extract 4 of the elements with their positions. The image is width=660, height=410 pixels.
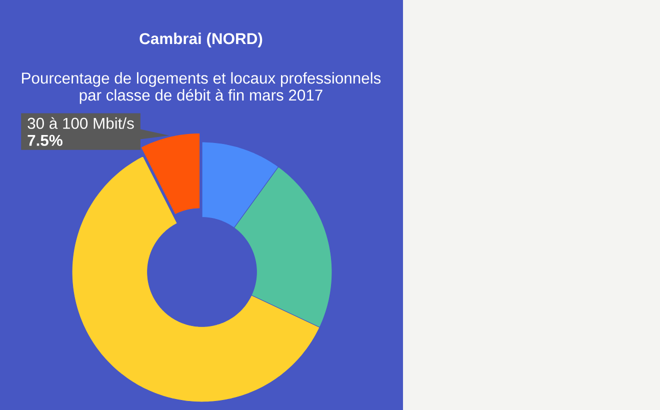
data-label: 7.5% xyxy=(28,134,62,146)
chart-title: Cambrai (NORD) xyxy=(140,32,262,48)
slice-label: 30 à 100 Mbit/s xyxy=(28,117,134,129)
chart-subtitle: Pourcentage de logements et locaux professionnels par classe de débit à fin mars 2017 xyxy=(22,72,381,104)
